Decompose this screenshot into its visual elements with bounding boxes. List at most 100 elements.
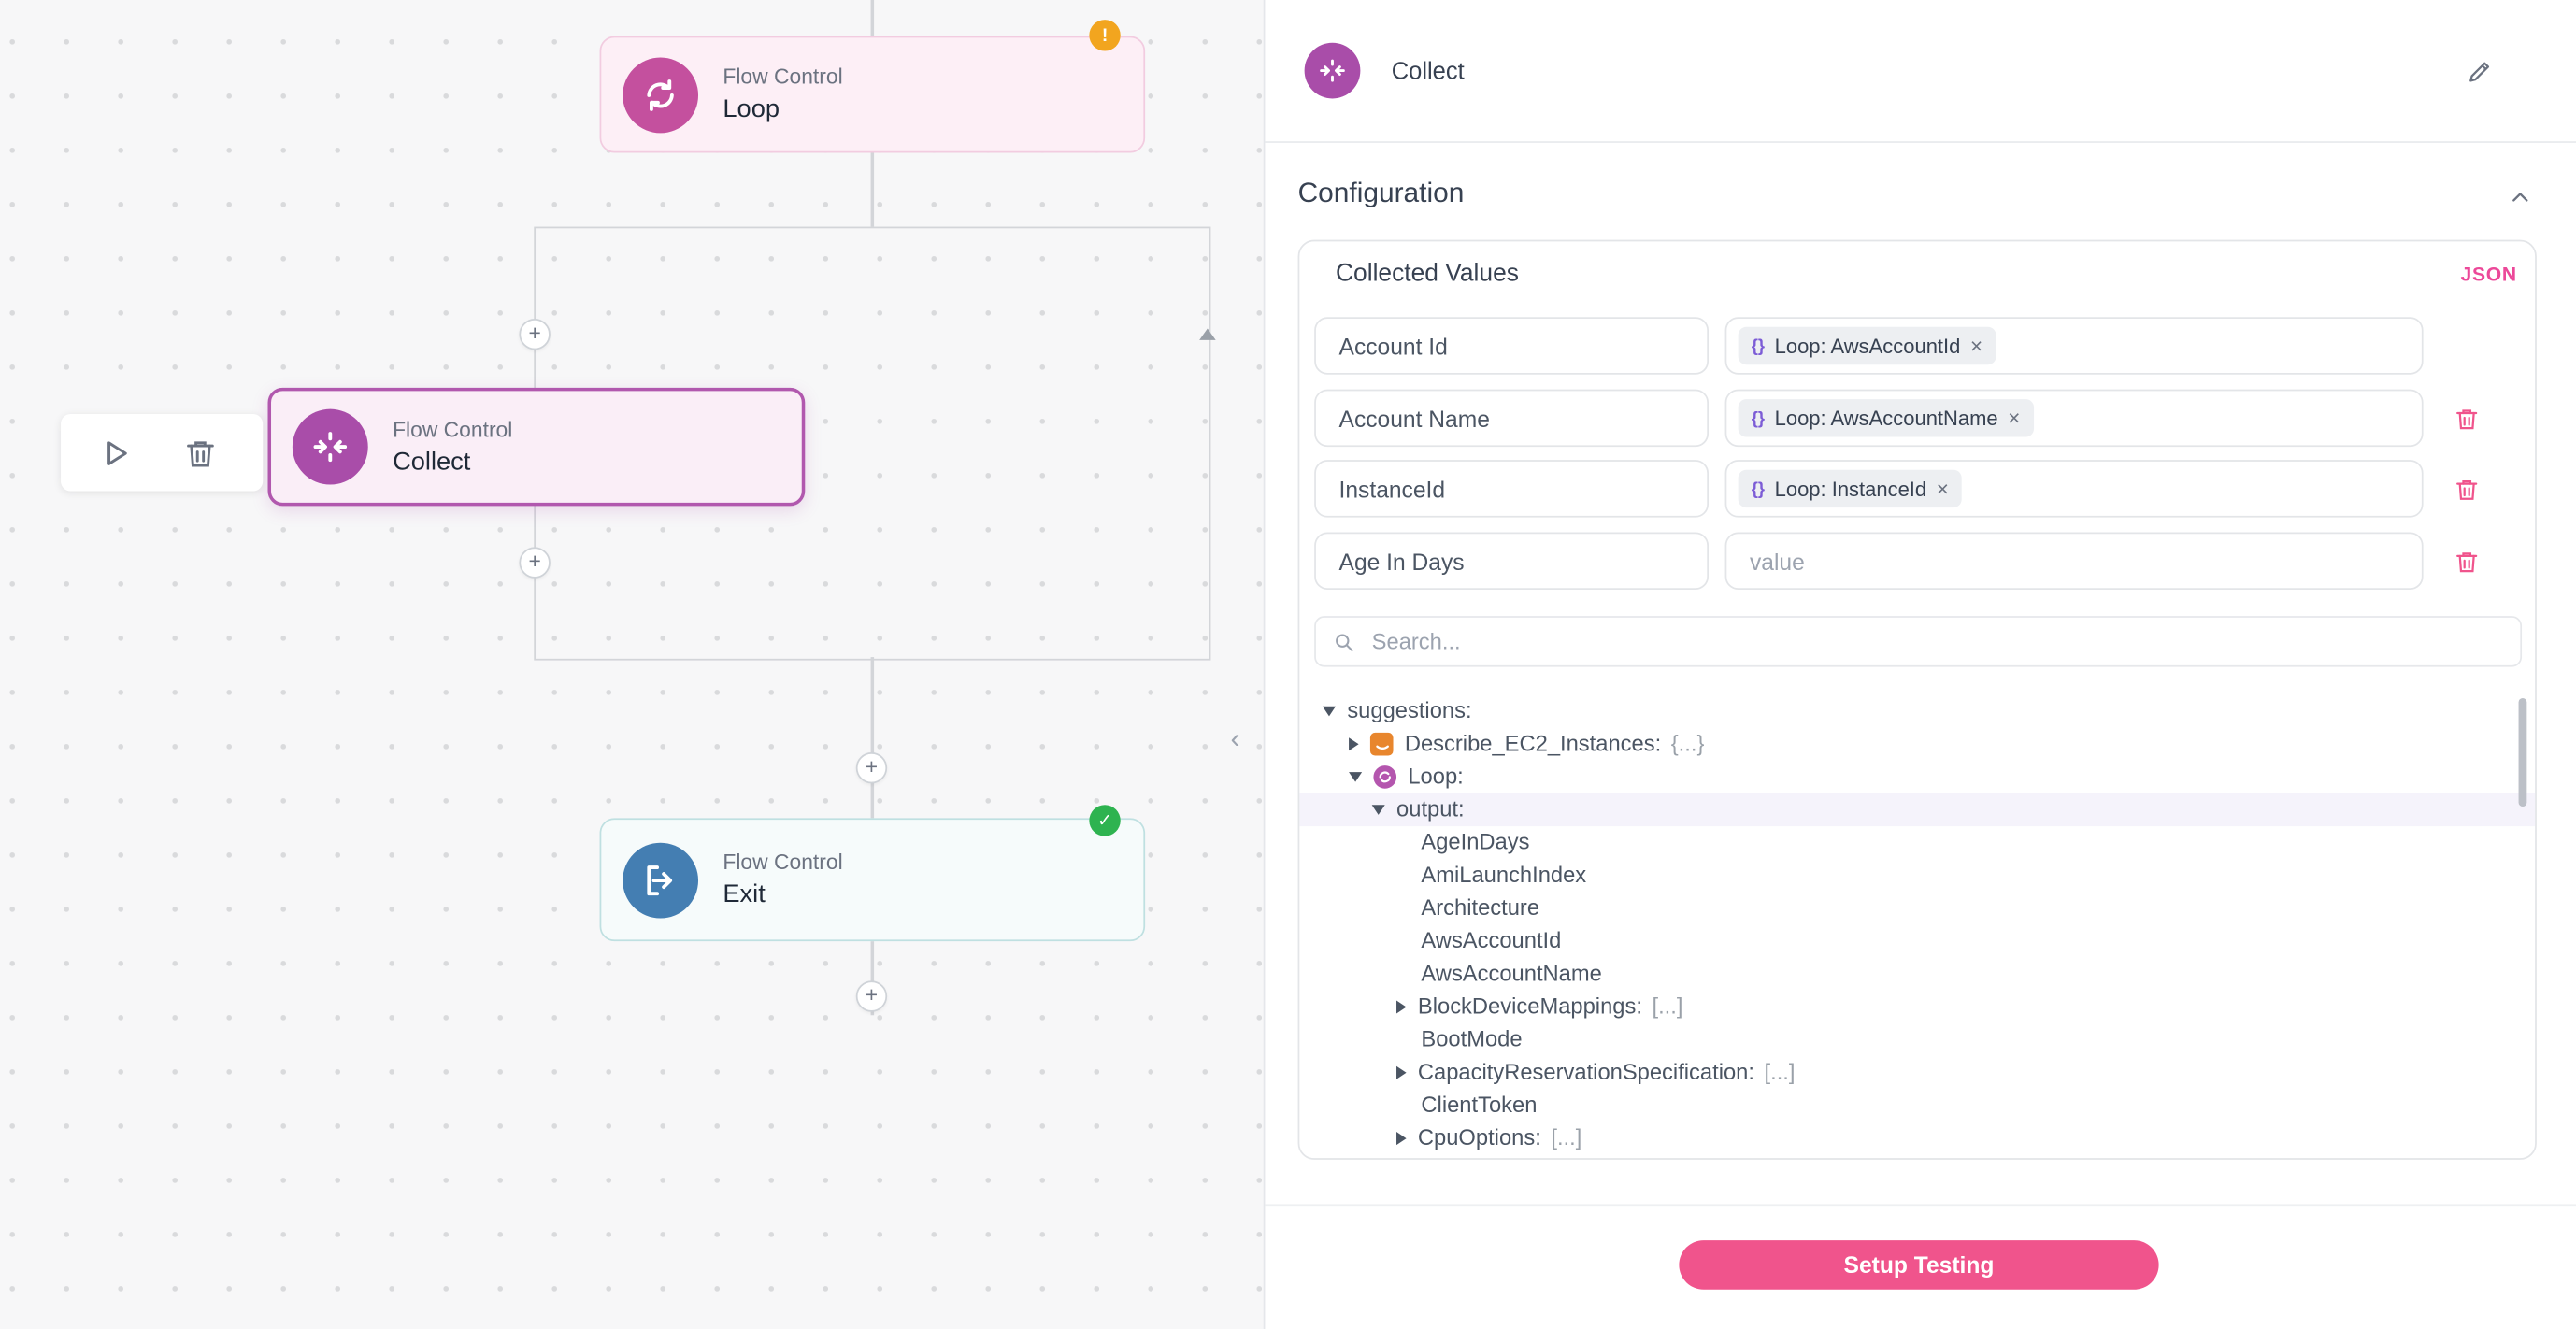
check-icon: ✓ bbox=[1096, 811, 1113, 832]
configuration-section-title: Configuration bbox=[1297, 177, 1465, 209]
tree-item-cpuoptions[interactable]: CpuOptions: [...] bbox=[1299, 1122, 2535, 1155]
tree-item-label: suggestions: bbox=[1347, 698, 1472, 723]
tree-item-output[interactable]: output: bbox=[1299, 793, 2536, 827]
suggestions-tree: suggestions: Describe_EC2_Instances: {..… bbox=[1299, 685, 2536, 1155]
delete-row-trash-icon[interactable] bbox=[2453, 404, 2481, 434]
tree-item-architecture[interactable]: Architecture bbox=[1299, 892, 2535, 924]
braces-icon: {} bbox=[1751, 407, 1766, 428]
setup-testing-button[interactable]: Setup Testing bbox=[1679, 1240, 2159, 1290]
node-toolbar bbox=[61, 413, 264, 492]
value-field[interactable] bbox=[1724, 532, 2424, 591]
braces-icon: {} bbox=[1751, 336, 1766, 356]
collected-values-box: Collected Values JSON {} Loop: AwsAccoun… bbox=[1297, 239, 2537, 1160]
tree-item-suffix: {...} bbox=[1670, 731, 1705, 756]
chevron-right-icon bbox=[1396, 1000, 1407, 1014]
tree-item-suffix: [...] bbox=[1764, 1059, 1796, 1085]
tree-item-label: Architecture bbox=[1421, 894, 1540, 921]
chip-label: Loop: InstanceId bbox=[1774, 477, 1927, 501]
divider bbox=[1265, 1204, 2576, 1207]
loop-return-arrow-icon bbox=[1199, 328, 1216, 340]
tree-item-clienttoken[interactable]: ClientToken bbox=[1299, 1089, 2535, 1122]
workflow-canvas[interactable]: + + + + Flow Control Loop ! bbox=[0, 0, 1266, 1329]
setup-testing-label: Setup Testing bbox=[1843, 1251, 1995, 1279]
tree-item-ageindays[interactable]: AgeInDays bbox=[1299, 826, 2535, 859]
add-step-button[interactable]: + bbox=[855, 752, 888, 784]
tree-item-awsaccountname[interactable]: AwsAccountName bbox=[1299, 958, 2535, 991]
panel-collapse-chevron-icon[interactable]: ‹ bbox=[1230, 722, 1240, 754]
collect-icon bbox=[1304, 42, 1361, 99]
divider bbox=[1265, 141, 2576, 143]
variable-chip[interactable]: {} Loop: AwsAccountName × bbox=[1738, 399, 2034, 437]
tree-item-describe-ec2-instances[interactable]: Describe_EC2_Instances: {...} bbox=[1299, 728, 2535, 761]
add-step-button[interactable]: + bbox=[855, 980, 888, 1012]
value-field[interactable]: {} Loop: InstanceId × bbox=[1724, 460, 2424, 518]
delete-row-trash-icon[interactable] bbox=[2453, 547, 2481, 577]
tree-item-blockdevicemappings[interactable]: BlockDeviceMappings: [...] bbox=[1299, 991, 2535, 1023]
tree-item-awsaccountid[interactable]: AwsAccountId bbox=[1299, 925, 2535, 958]
close-icon[interactable]: × bbox=[2008, 406, 2021, 431]
tree-item-suffix: [...] bbox=[1652, 993, 1683, 1019]
key-input[interactable] bbox=[1314, 532, 1710, 591]
connector-line bbox=[870, 0, 874, 36]
node-exit[interactable]: Flow Control Exit ✓ bbox=[599, 805, 1146, 942]
exclamation-icon: ! bbox=[1101, 25, 1109, 46]
success-badge: ✓ bbox=[1089, 805, 1121, 836]
add-step-button[interactable]: + bbox=[519, 547, 551, 579]
tree-item-amilaunchindex[interactable]: AmiLaunchIndex bbox=[1299, 859, 2535, 892]
key-input[interactable] bbox=[1314, 317, 1710, 375]
tree-item-label: CpuOptions: bbox=[1417, 1125, 1541, 1150]
tree-item-loop[interactable]: Loop: bbox=[1299, 761, 2535, 793]
connector-line bbox=[870, 941, 874, 1016]
key-input[interactable] bbox=[1314, 389, 1710, 448]
node-name: Collect bbox=[393, 447, 471, 476]
json-toggle-link[interactable]: JSON bbox=[2460, 263, 2517, 286]
chevron-up-icon[interactable] bbox=[2507, 184, 2533, 210]
plus-icon: + bbox=[865, 982, 879, 1007]
tree-item-suggestions[interactable]: suggestions: bbox=[1299, 695, 2535, 728]
chevron-right-icon bbox=[1396, 1132, 1407, 1146]
tree-item-label: AmiLaunchIndex bbox=[1421, 862, 1587, 888]
node-loop[interactable]: Flow Control Loop ! bbox=[599, 20, 1146, 153]
edit-pencil-icon[interactable] bbox=[2466, 58, 2494, 86]
tree-scrollbar[interactable] bbox=[2518, 698, 2527, 807]
value-field[interactable]: {} Loop: AwsAccountId × bbox=[1724, 317, 2424, 375]
tree-item-capacityreservationspecification[interactable]: CapacityReservationSpecification: [...] bbox=[1299, 1056, 2535, 1089]
connector-line bbox=[870, 152, 874, 227]
plus-icon: + bbox=[528, 549, 541, 574]
variable-chip[interactable]: {} Loop: AwsAccountId × bbox=[1738, 326, 1996, 365]
chip-label: Loop: AwsAccountName bbox=[1774, 407, 1998, 430]
key-input[interactable] bbox=[1314, 460, 1710, 518]
tree-item-label: BootMode bbox=[1421, 1026, 1523, 1051]
close-icon[interactable]: × bbox=[1936, 476, 1950, 502]
warning-badge: ! bbox=[1089, 20, 1121, 51]
play-icon[interactable] bbox=[97, 435, 134, 471]
tree-item-label: Describe_EC2_Instances: bbox=[1404, 731, 1662, 756]
tree-item-label: BlockDeviceMappings: bbox=[1417, 993, 1642, 1019]
exit-icon bbox=[623, 841, 699, 918]
panel-title: Collect bbox=[1391, 59, 1465, 86]
variable-chip[interactable]: {} Loop: InstanceId × bbox=[1738, 469, 1963, 508]
node-name: Exit bbox=[723, 880, 766, 909]
loop-icon bbox=[623, 56, 699, 133]
search-input[interactable] bbox=[1368, 627, 2521, 656]
tree-item-label: ClientToken bbox=[1421, 1092, 1538, 1118]
tree-item-label: AgeInDays bbox=[1421, 829, 1530, 855]
value-input[interactable] bbox=[1738, 546, 2368, 577]
trash-icon[interactable] bbox=[182, 435, 219, 471]
node-category: Flow Control bbox=[723, 849, 843, 875]
value-field[interactable]: {} Loop: AwsAccountName × bbox=[1724, 389, 2424, 448]
config-panel: Collect Configuration Collected Values J… bbox=[1263, 0, 2576, 1329]
tree-item-label: Loop: bbox=[1408, 764, 1464, 789]
tree-item-label: AwsAccountId bbox=[1421, 928, 1562, 953]
node-collect[interactable]: Flow Control Collect bbox=[267, 387, 806, 507]
braces-icon: {} bbox=[1751, 479, 1766, 499]
tree-item-label: output: bbox=[1396, 796, 1465, 822]
chevron-down-icon bbox=[1349, 772, 1363, 782]
close-icon[interactable]: × bbox=[1969, 333, 1983, 359]
collect-icon bbox=[292, 408, 368, 485]
tree-item-bootmode[interactable]: BootMode bbox=[1299, 1023, 2535, 1056]
add-step-button[interactable]: + bbox=[519, 318, 551, 350]
delete-row-trash-icon[interactable] bbox=[2453, 475, 2481, 505]
tree-item-label: AwsAccountName bbox=[1421, 961, 1602, 986]
